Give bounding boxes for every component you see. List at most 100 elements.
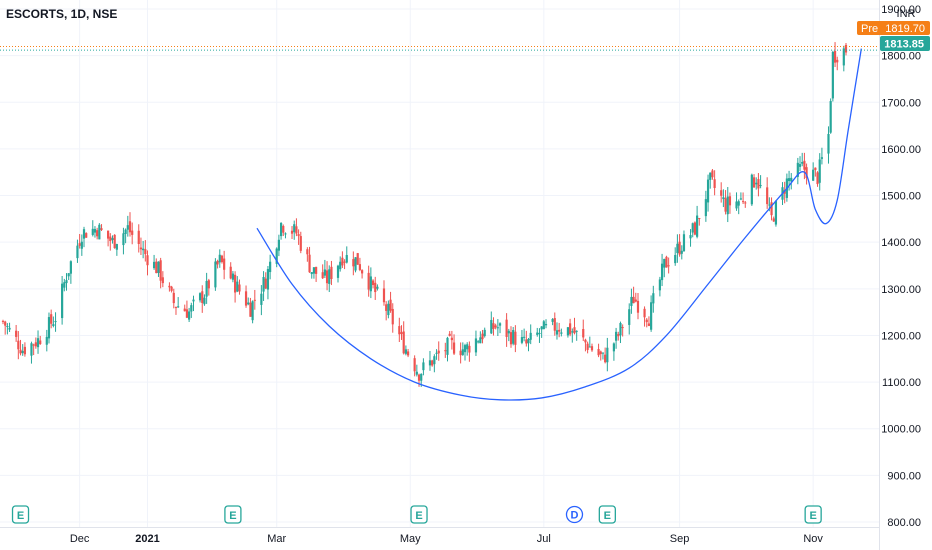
candle-body [496, 327, 499, 329]
candle-body [295, 226, 298, 234]
candle-body [842, 48, 845, 66]
candle-body [820, 157, 824, 159]
candle-body [560, 332, 563, 334]
candle-body [308, 254, 311, 273]
candle-body [512, 330, 515, 344]
candle-body [201, 291, 204, 303]
candle-body [152, 261, 156, 269]
dividend-event-marker[interactable]: D [565, 505, 584, 524]
earnings-event-marker[interactable]: E [224, 505, 242, 524]
candle-body [172, 292, 175, 304]
chart-title: ESCORTS, 1D, NSE [6, 7, 118, 21]
candle-body [770, 202, 773, 216]
candle-body [91, 228, 94, 235]
pre-market-badge-value-bg [878, 22, 929, 34]
candle-body [422, 362, 425, 371]
candle-body [21, 350, 24, 353]
candle-body [713, 179, 716, 188]
candle-body [584, 339, 587, 343]
candle-body [722, 197, 725, 200]
candle-body [244, 291, 248, 306]
candle-body [586, 343, 589, 350]
candle-body [628, 309, 631, 325]
candle-body [796, 162, 799, 177]
candle-body [575, 330, 578, 332]
candle-body [113, 234, 116, 249]
candle-body [262, 276, 265, 292]
candle-body [448, 333, 451, 336]
candle-body [299, 236, 302, 251]
price-axis-label: 1900.00 [881, 4, 921, 16]
candle-body [233, 274, 237, 293]
candle-body [310, 272, 313, 275]
candle-body [435, 352, 438, 354]
candle-body [15, 330, 18, 337]
candle-body [588, 346, 591, 348]
candle-body [766, 187, 769, 205]
candle-body [47, 317, 51, 339]
candle-body [328, 269, 331, 284]
candle-body [266, 269, 270, 290]
earnings-marker-label: E [604, 510, 611, 522]
candle-body [739, 198, 742, 200]
candle-body [157, 261, 160, 273]
candle-body [32, 344, 35, 346]
candle-body [96, 230, 99, 237]
candle-body [205, 280, 208, 297]
candle-body [433, 356, 436, 365]
candle-body [231, 273, 235, 280]
candle-body [238, 284, 241, 292]
candle-body [844, 44, 848, 53]
candle-body [413, 358, 416, 372]
earnings-event-marker[interactable]: E [410, 505, 428, 524]
candle-body [831, 51, 834, 99]
candle-body [509, 332, 513, 345]
candle-body [536, 332, 539, 335]
price-axis-label: 1200.00 [881, 330, 921, 342]
time-axis-label: 2021 [135, 533, 159, 545]
earnings-marker-label: E [809, 510, 816, 522]
candle-body [665, 256, 668, 268]
earnings-event-marker[interactable]: E [11, 505, 30, 524]
candle-body [183, 308, 186, 312]
candle-body [551, 319, 554, 322]
candle-body [192, 299, 195, 302]
candle-body [352, 259, 355, 267]
candle-body [816, 172, 819, 185]
candle-body [647, 323, 651, 326]
candle-body [571, 331, 574, 333]
candle-body [269, 261, 272, 273]
candle-body [229, 266, 232, 279]
candle-body [805, 167, 808, 178]
candle-body [735, 201, 738, 209]
candle-body [768, 204, 771, 206]
candle-body [452, 342, 456, 354]
candle-body [461, 349, 464, 355]
candle-body [78, 243, 81, 246]
candle-body [728, 196, 732, 206]
earnings-event-marker[interactable]: E [598, 505, 616, 524]
candle-body [306, 249, 309, 255]
candle-body [529, 332, 532, 340]
time-axis-label: May [400, 533, 421, 545]
candle-body [323, 269, 326, 276]
candle-body [6, 326, 9, 328]
candle-body [360, 270, 364, 274]
candle-body [527, 338, 530, 344]
earnings-event-marker[interactable]: E [804, 505, 822, 524]
candle-body [643, 308, 646, 318]
candle-body [63, 282, 66, 288]
candle-body [514, 331, 517, 345]
candle-body [772, 218, 775, 222]
earnings-icon [11, 505, 30, 524]
pre-market-badge-label: Pre [861, 23, 878, 35]
candle-body [542, 321, 545, 330]
candle-body [54, 321, 57, 323]
candle-body [755, 182, 758, 185]
candle-body [446, 337, 449, 355]
candle-body [387, 303, 390, 316]
candle-body [220, 255, 224, 263]
candle-body [803, 160, 806, 170]
candle-body [693, 222, 697, 235]
